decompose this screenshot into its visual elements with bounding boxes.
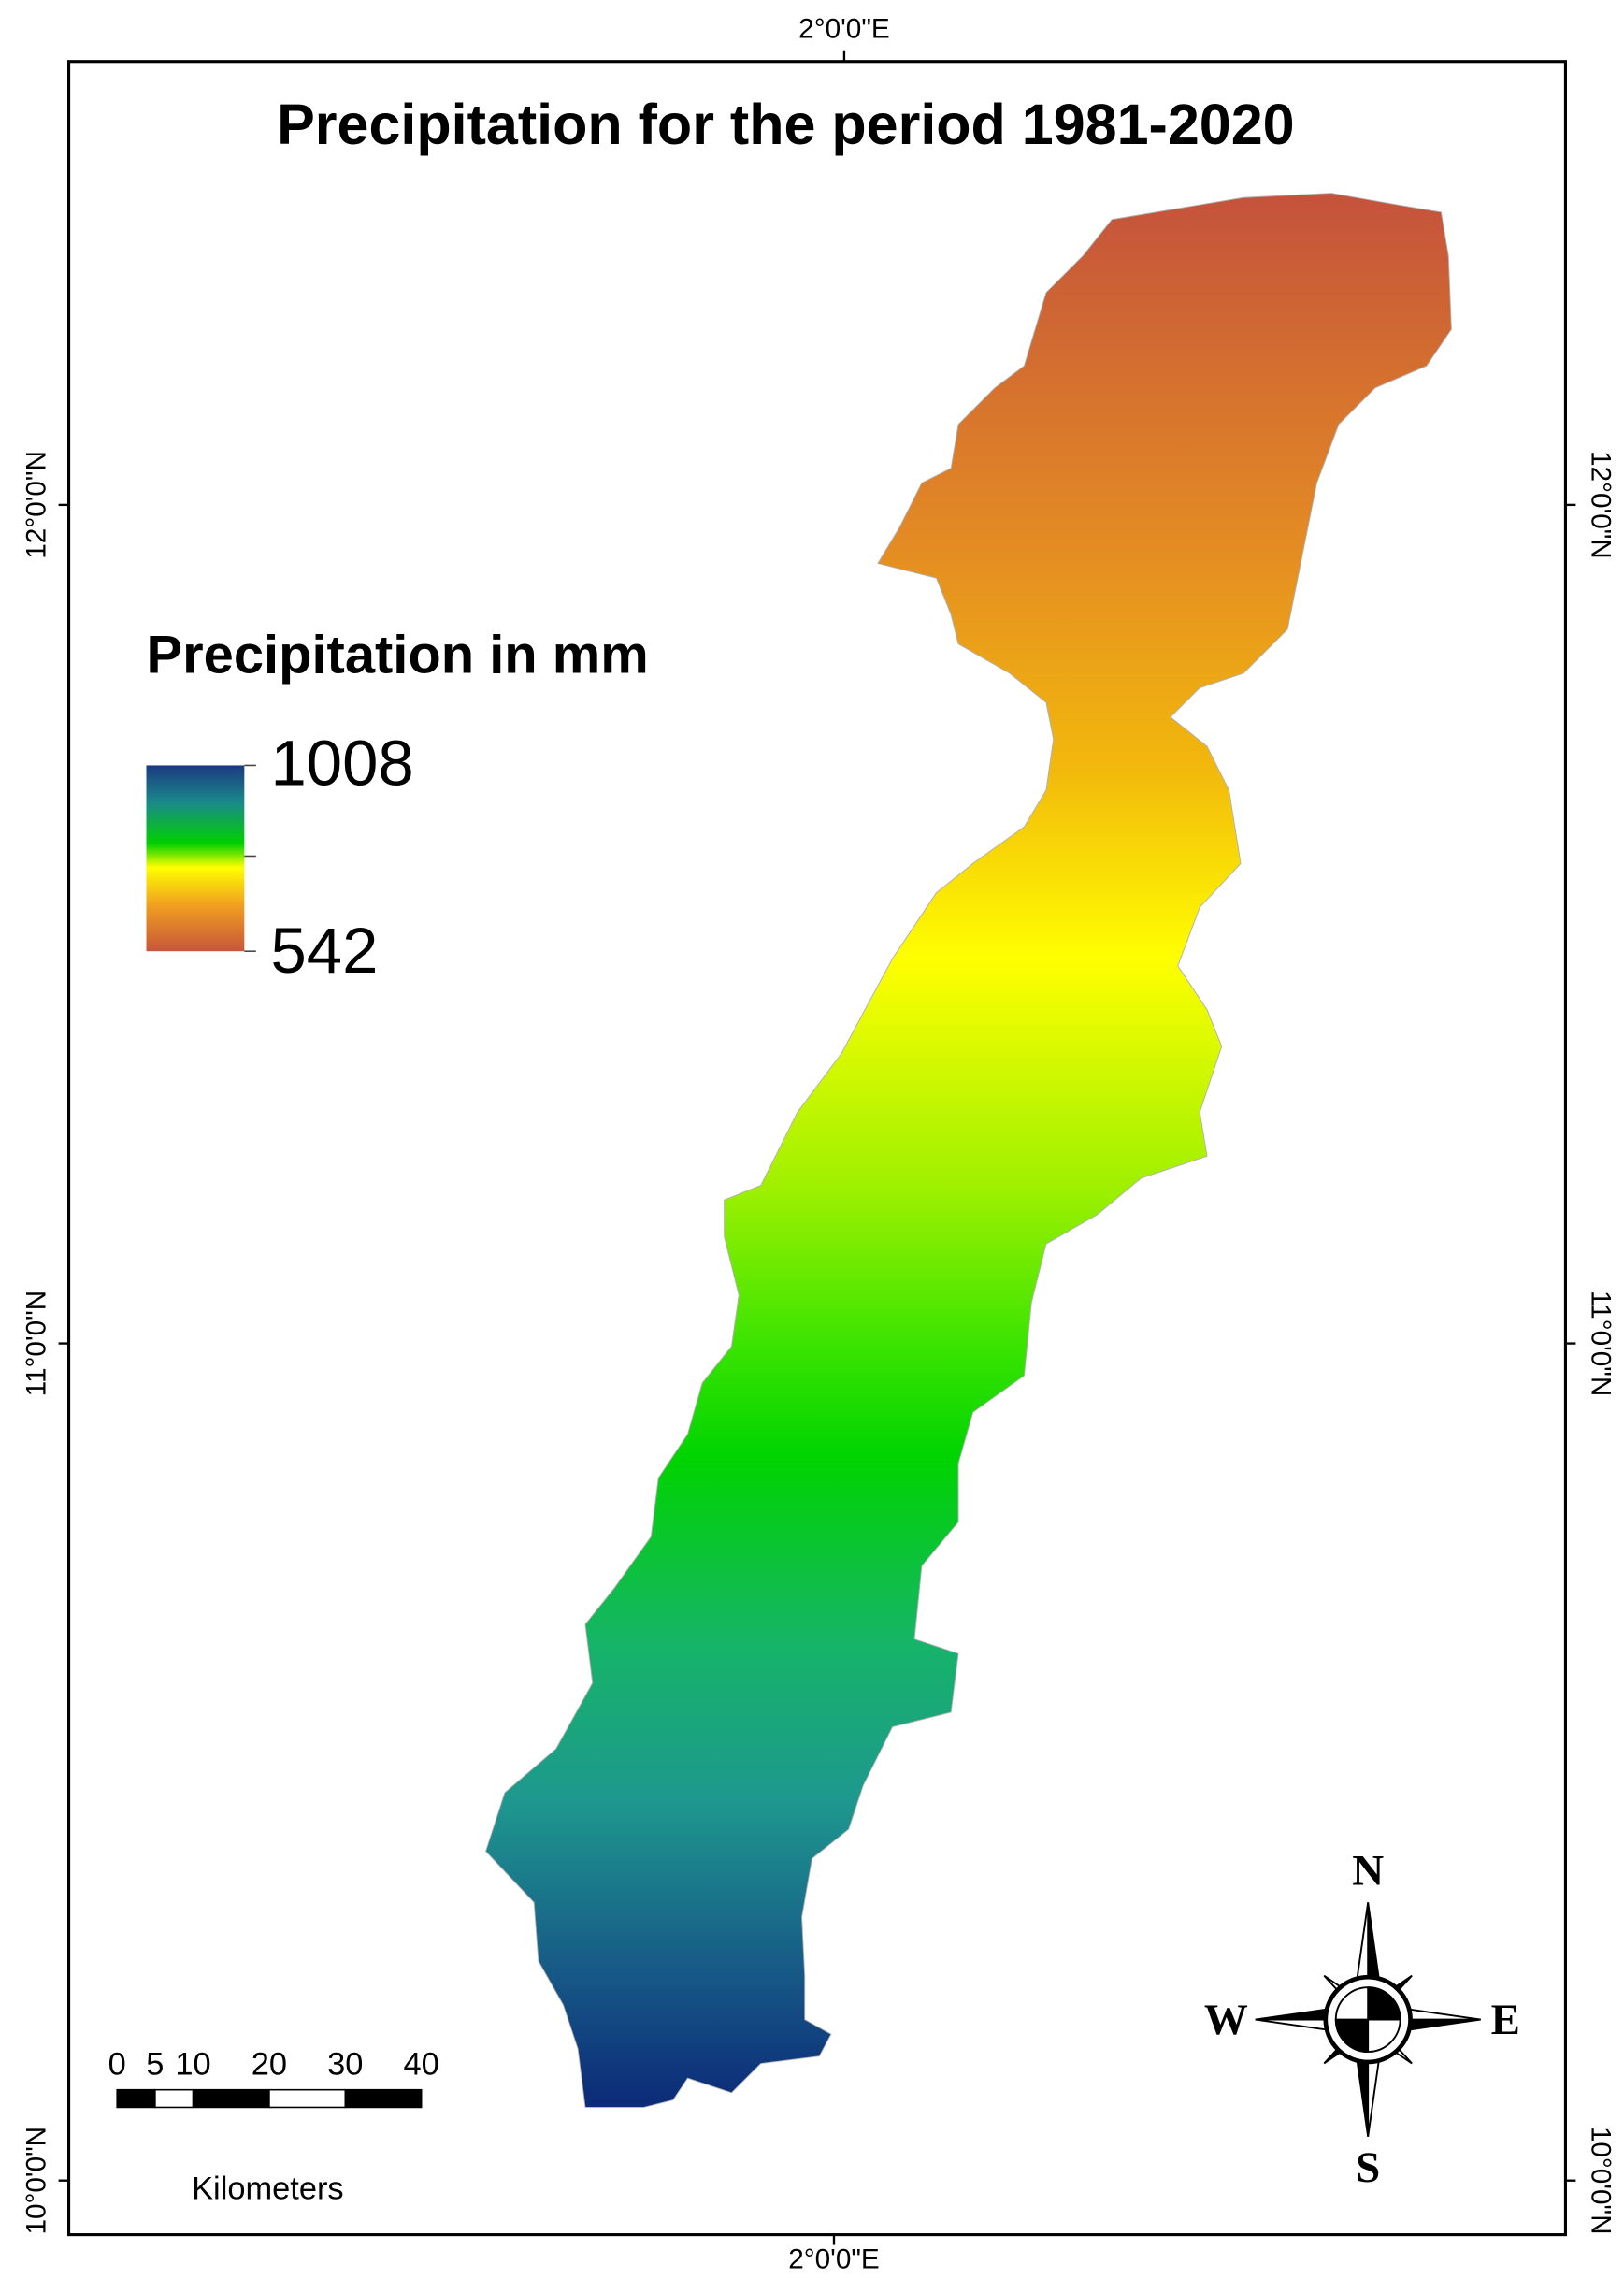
latitude-label: 12°0'0"N [1586,451,1617,559]
scale-bar: 0 5 10 20 30 40 [108,2047,439,2109]
scale-segment [268,2088,347,2109]
latitude-label: 10°0'0"N [22,2127,52,2235]
scale-tick-label: 5 [146,2047,164,2083]
scale-segment [192,2088,270,2109]
scale-segment [154,2088,194,2109]
basin-raster [485,193,1452,2108]
map-layout: 2°0'0"E 2°0'0"E 12°0'0"N 11°0'0"N 10°0'0… [22,14,1617,2275]
legend-color-ramp [146,765,245,952]
graticule-ticks [58,50,1576,2245]
scale-segment [116,2088,156,2109]
compass-west: W [1204,1996,1248,2044]
latitude-label: 11°0'0"N [1586,1291,1617,1396]
longitude-label: 2°0'0"E [798,14,890,45]
latitude-label: 12°0'0"N [22,451,52,559]
longitude-label: 2°0'0"E [788,2244,880,2275]
scale-segment [344,2088,423,2109]
legend-min-label: 542 [271,915,379,987]
scale-unit: Kilometers [192,2171,344,2207]
north-arrow [1255,1902,1481,2137]
legend-ticks [244,764,256,952]
scale-tick-label: 20 [252,2047,287,2083]
latitude-label: 11°0'0"N [22,1291,52,1396]
legend-max-label: 1008 [271,728,414,800]
map-frame [66,60,1568,2237]
legend-title: Precipitation in mm [146,626,648,685]
scale-tick-label: 0 [108,2047,126,2083]
compass-south: S [1356,2143,1380,2192]
scale-tick-label: 40 [404,2047,439,2083]
latitude-label: 10°0'0"N [1586,2127,1617,2235]
compass-east: E [1491,1996,1520,2044]
scale-tick-label: 10 [175,2047,210,2083]
compass-north: N [1352,1846,1384,1895]
map-title: Precipitation for the period 1981-2020 [277,93,1294,156]
scale-tick-label: 30 [327,2047,363,2083]
